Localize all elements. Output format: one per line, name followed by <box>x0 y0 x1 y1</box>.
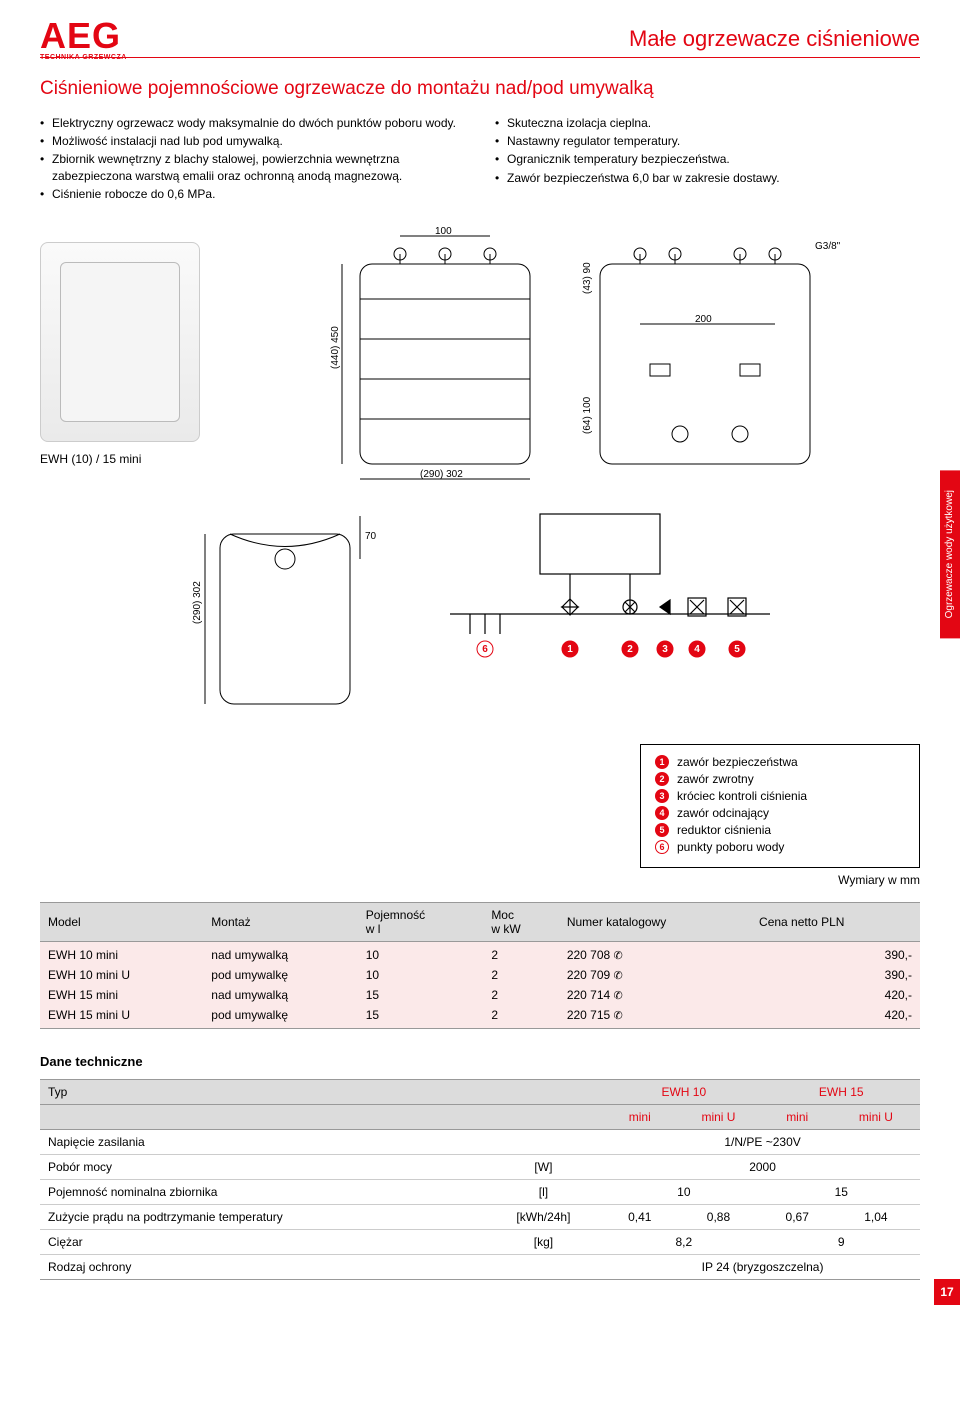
table-row: EWH 10 mininad umywalką102220 708 ✆390,- <box>40 941 920 965</box>
doc-title-bar: Małe ogrzewacze ciśnieniowe <box>40 26 920 58</box>
table-header: Numer katalogowy <box>559 902 751 941</box>
spec-row: Ciężar[kg]8,29 <box>40 1229 920 1254</box>
spec-row: Rodzaj ochronyIP 24 (bryzgoszczelna) <box>40 1254 920 1279</box>
table-row: EWH 10 mini Upod umywalkę102220 709 ✆390… <box>40 965 920 985</box>
logo-text: AEG <box>40 15 121 57</box>
svg-text:(290) 302: (290) 302 <box>192 581 203 624</box>
table-row: EWH 15 mininad umywalką152220 714 ✆420,- <box>40 985 920 1005</box>
svg-text:70: 70 <box>365 531 377 542</box>
feature-bullet: Ciśnienie robocze do 0,6 MPa. <box>40 186 465 202</box>
spec-row: Pobór mocy[W]2000 <box>40 1154 920 1179</box>
feature-columns: Elektryczny ogrzewacz wody maksymalnie d… <box>40 115 920 204</box>
side-tab: Ogrzewacze wody użytkowej <box>940 470 960 638</box>
table-header: Montaż <box>203 902 357 941</box>
model-caption: EWH (10) / 15 mini <box>40 452 200 466</box>
legend-item: 5reduktor ciśnienia <box>655 823 905 837</box>
dimensions-note: Wymiary w mm <box>40 873 920 887</box>
feature-bullet: Elektryczny ogrzewacz wody maksymalnie d… <box>40 115 465 131</box>
dimension-drawing-side: (290) 302 70 <box>170 504 390 724</box>
table-header: Pojemnośćw l <box>358 902 484 941</box>
spec-row: Pojemność nominalna zbiornika[l]1015 <box>40 1179 920 1204</box>
page-number: 17 <box>934 1279 960 1305</box>
legend-item: 3króciec kontroli ciśnienia <box>655 789 905 803</box>
diagram-row-2: (290) 302 70 6 1 2 3 4 5 <box>40 504 920 724</box>
feature-bullet: Nastawny regulator temperatury. <box>495 133 920 149</box>
svg-text:(43) 90: (43) 90 <box>582 262 593 294</box>
legend-box: 1zawór bezpieczeństwa 2zawór zwrotny 3króc… <box>640 744 920 868</box>
svg-text:100: 100 <box>435 226 452 237</box>
spec-row: Napięcie zasilania1/N/PE ~230V <box>40 1129 920 1154</box>
feature-bullet: Możliwość instalacji nad lub pod umywalk… <box>40 133 465 149</box>
svg-text:2: 2 <box>627 644 633 655</box>
doc-title: Małe ogrzewacze ciśnieniowe <box>629 26 920 52</box>
spec-table: TypEWH 10EWH 15 minimini Uminimini U Nap… <box>40 1079 920 1280</box>
feature-bullet: Zawór bezpieczeństwa 6,0 bar w zakresie … <box>495 170 920 186</box>
svg-text:(290) 302: (290) 302 <box>420 469 463 480</box>
feature-bullet: Zbiornik wewnętrzny z blachy stalowej, p… <box>40 151 465 183</box>
table-header: Cena netto PLN <box>751 902 920 941</box>
logo-subtitle: TECHNIKA GRZEWCZA <box>40 54 127 61</box>
svg-text:G3/8": G3/8" <box>815 241 840 252</box>
svg-text:6: 6 <box>482 644 488 655</box>
table-header: Mocw kW <box>483 902 559 941</box>
hydraulic-schematic: 6 1 2 3 4 5 <box>430 504 790 684</box>
svg-text:1: 1 <box>567 644 573 655</box>
dimension-drawing-main: 100 (440) 450 (290) 302 200 G3/8" (43) 9… <box>300 224 840 484</box>
legend-item: 2zawór zwrotny <box>655 772 905 786</box>
section-title: Ciśnieniowe pojemnościowe ogrzewacze do … <box>40 78 920 100</box>
model-table: ModelMontażPojemnośćw lMocw kWNumer kata… <box>40 902 920 1029</box>
legend-item: 4zawór odcinający <box>655 806 905 820</box>
diagram-row-1: EWH (10) / 15 mini 100 (440) 450 (290) 3… <box>40 224 920 484</box>
spec-row: Zużycie prądu na podtrzymanie temperatur… <box>40 1204 920 1229</box>
legend-item: 1zawór bezpieczeństwa <box>655 755 905 769</box>
svg-text:200: 200 <box>695 314 712 325</box>
spec-title: Dane techniczne <box>40 1054 920 1069</box>
product-photo <box>40 242 200 442</box>
legend-item: 6punkty poboru wody <box>655 840 905 854</box>
svg-text:(440) 450: (440) 450 <box>330 326 341 369</box>
feature-bullet: Skuteczna izolacja cieplna. <box>495 115 920 131</box>
feature-bullet: Ogranicznik temperatury bezpieczeństwa. <box>495 151 920 167</box>
table-row: EWH 15 mini Upod umywalkę152220 715 ✆420… <box>40 1005 920 1029</box>
table-header: Model <box>40 902 203 941</box>
svg-text:4: 4 <box>694 644 700 655</box>
svg-text:(64) 100: (64) 100 <box>582 396 593 434</box>
svg-text:3: 3 <box>662 644 668 655</box>
svg-text:5: 5 <box>734 644 740 655</box>
